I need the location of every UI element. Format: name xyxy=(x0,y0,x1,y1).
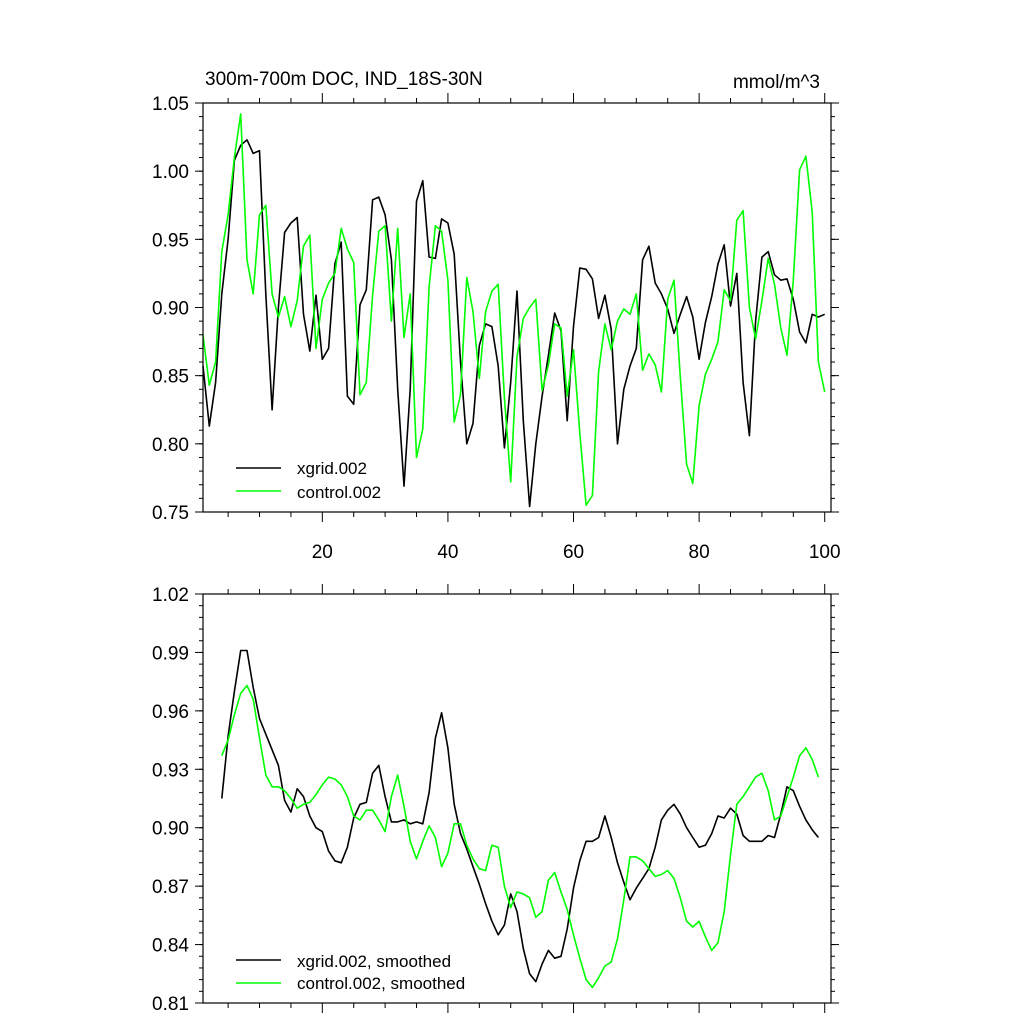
x-tick-label: 20 xyxy=(312,542,333,563)
bottom-panel: 1.02 0.99 0.96 0.93 0.90 0.87 0.84 0.81 xgrid.0… xyxy=(152,584,839,1015)
x-tick-label: 40 xyxy=(437,542,458,563)
top-panel-ticks: 1.05 1.00 0.95 0.90 0.85 0.80 0.75 20 40 60 80 100 xyxy=(152,93,841,563)
y-tick-label: 0.87 xyxy=(152,877,189,898)
top-panel-title: 300m-700m DOC, IND_18S-30N xyxy=(205,69,483,90)
y-tick-label: 0.93 xyxy=(152,760,189,781)
y-tick-label: 0.85 xyxy=(152,367,189,388)
y-tick-label: 1.00 xyxy=(152,162,189,183)
series-line-xgrid xyxy=(202,139,826,508)
y-tick-label: 1.02 xyxy=(152,585,189,606)
series-line-control xyxy=(202,113,826,507)
series-line-xgrid xyxy=(221,649,820,983)
y-tick-label: 0.95 xyxy=(152,230,189,251)
top-panel-series xyxy=(202,113,826,508)
bottom-panel-ticks: 1.02 0.99 0.96 0.93 0.90 0.87 0.84 0.81 xyxy=(152,584,839,1015)
y-tick-label: 0.90 xyxy=(152,819,189,840)
legend-label-control: control.002 xyxy=(297,483,381,502)
bottom-panel-series xyxy=(221,649,820,989)
top-panel-legend: xgrid.002 control.002 xyxy=(236,459,381,502)
x-tick-label: 60 xyxy=(563,542,584,563)
x-tick-label: 80 xyxy=(689,542,710,563)
top-panel-frame xyxy=(202,102,832,513)
y-tick-label: 0.96 xyxy=(152,702,189,723)
y-tick-label: 0.99 xyxy=(152,643,189,664)
top-panel-units: mmol/m^3 xyxy=(733,72,820,93)
y-tick-label: 0.80 xyxy=(152,435,189,456)
y-tick-label: 0.81 xyxy=(152,994,189,1015)
legend-label-control-smoothed: control.002, smoothed xyxy=(297,974,465,993)
bottom-panel-legend: xgrid.002, smoothed control.002, smoothe… xyxy=(236,952,465,993)
series-line-control xyxy=(221,684,820,989)
legend-label-xgrid-smoothed: xgrid.002, smoothed xyxy=(297,952,451,971)
legend-label-xgrid: xgrid.002 xyxy=(297,459,367,478)
y-tick-label: 0.75 xyxy=(152,503,189,524)
bottom-panel-frame xyxy=(202,593,832,1004)
y-tick-label: 1.05 xyxy=(152,94,189,115)
y-tick-label: 0.84 xyxy=(152,936,189,957)
x-tick-label: 100 xyxy=(809,542,841,563)
y-tick-label: 0.90 xyxy=(152,299,189,320)
